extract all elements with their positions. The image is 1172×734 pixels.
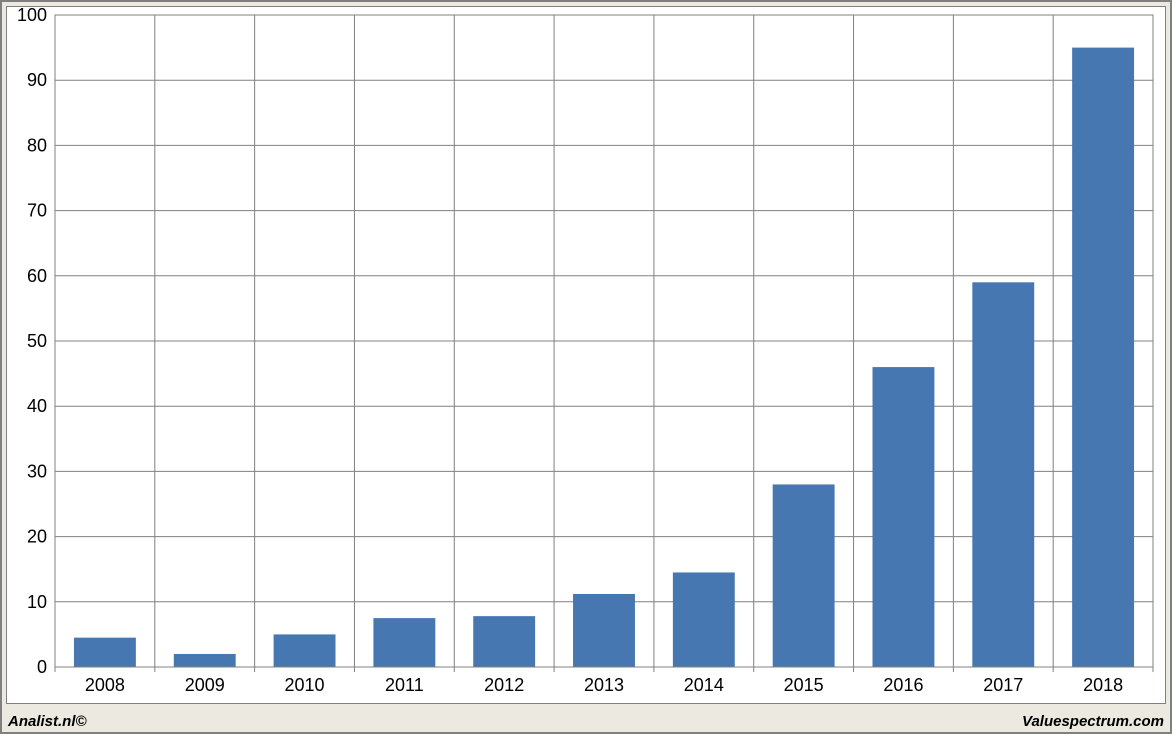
svg-text:2013: 2013 (584, 675, 624, 695)
footer-left-label: Analist.nl© (8, 713, 87, 730)
svg-text:2009: 2009 (185, 675, 225, 695)
bar (74, 638, 136, 667)
bar (573, 594, 635, 667)
svg-text:2011: 2011 (385, 675, 424, 695)
svg-text:100: 100 (17, 7, 47, 25)
svg-text:90: 90 (27, 70, 47, 90)
bar (1072, 48, 1134, 667)
svg-text:2008: 2008 (85, 675, 125, 695)
bar (873, 367, 935, 667)
bar (673, 572, 735, 667)
chart-frame: 0 10 20 30 40 50 60 70 80 90 100 2008 2009 2010 2011 20… (0, 0, 1172, 734)
svg-text:20: 20 (27, 527, 47, 547)
chart-container: 0 10 20 30 40 50 60 70 80 90 100 2008 2009 2010 2011 20… (6, 6, 1166, 704)
bar (174, 654, 236, 667)
svg-text:60: 60 (27, 266, 47, 286)
bar (373, 618, 435, 667)
svg-text:10: 10 (27, 592, 47, 612)
svg-text:2012: 2012 (484, 675, 524, 695)
bar (473, 616, 535, 667)
svg-text:50: 50 (27, 331, 47, 351)
svg-text:2014: 2014 (684, 675, 724, 695)
svg-text:2017: 2017 (983, 675, 1023, 695)
bar-chart: 0 10 20 30 40 50 60 70 80 90 100 2008 2009 2010 2011 20… (7, 7, 1165, 703)
bar (274, 634, 336, 667)
bar (972, 282, 1034, 667)
footer: Analist.nl© Valuespectrum.com (8, 710, 1164, 730)
svg-text:2010: 2010 (285, 675, 325, 695)
svg-text:2016: 2016 (883, 675, 923, 695)
svg-text:0: 0 (37, 657, 47, 677)
footer-right-label: Valuespectrum.com (1022, 713, 1164, 730)
svg-text:2015: 2015 (784, 675, 824, 695)
bar (773, 484, 835, 667)
svg-text:30: 30 (27, 461, 47, 481)
svg-text:2018: 2018 (1083, 675, 1123, 695)
svg-text:80: 80 (27, 135, 47, 155)
svg-text:40: 40 (27, 396, 47, 416)
svg-text:70: 70 (27, 201, 47, 221)
